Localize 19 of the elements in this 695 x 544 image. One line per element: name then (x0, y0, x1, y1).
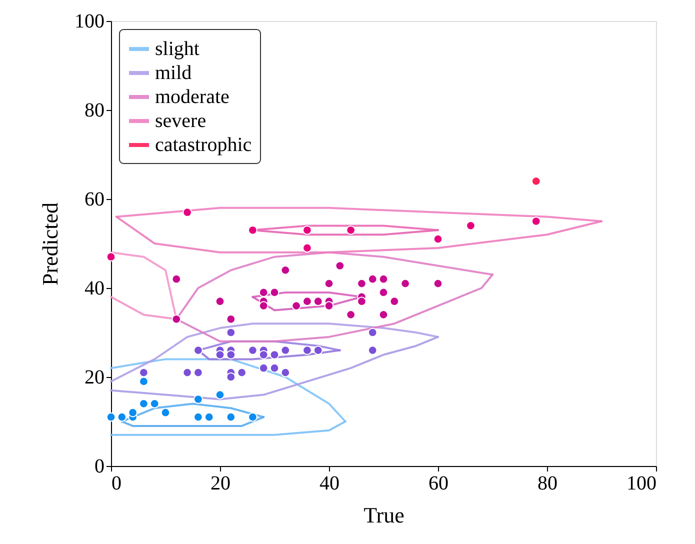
legend-label: severe (155, 110, 206, 132)
legend-label: mild (155, 62, 192, 84)
x-tick-label: 60 (428, 472, 448, 494)
x-tick-label: 0 (112, 472, 122, 494)
x-tick-label: 100 (626, 472, 656, 494)
y-tick-label: 0 (94, 456, 104, 478)
x-tick-label: 20 (210, 472, 230, 494)
legend-label: moderate (155, 86, 230, 108)
y-tick-label: 100 (74, 10, 104, 32)
y-tick-label: 40 (84, 278, 104, 300)
legend-label: slight (155, 38, 200, 60)
legend-label: catastrophic (155, 134, 252, 156)
x-tick-label: 80 (538, 472, 558, 494)
y-axis-title: Predicted (38, 202, 62, 286)
y-tick-label: 60 (84, 188, 104, 210)
x-tick-label: 40 (320, 472, 340, 494)
y-tick-label: 80 (84, 100, 104, 122)
x-axis-title: True (364, 502, 404, 528)
y-tick-label: 20 (84, 366, 104, 388)
